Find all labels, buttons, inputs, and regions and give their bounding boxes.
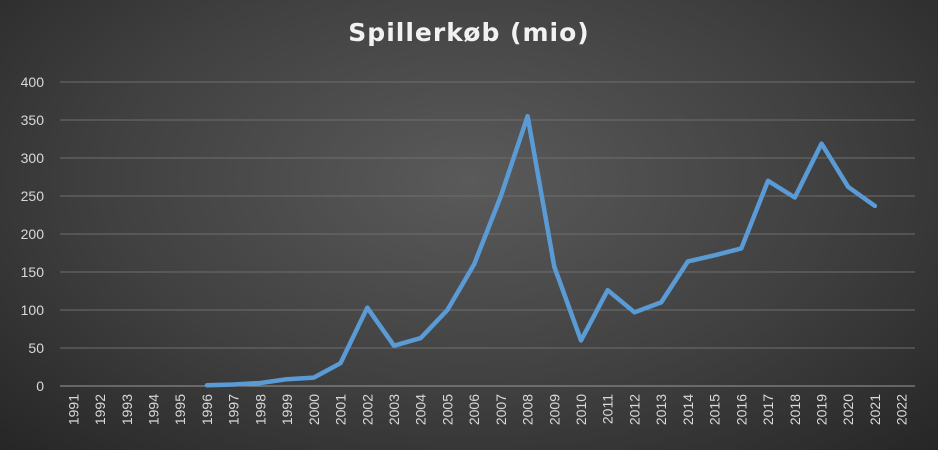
chart-title: Spillerkøb (mio) [348,18,590,47]
x-tick-label: 2008 [520,394,536,425]
x-tick-label: 1992 [92,394,108,425]
x-tick-label: 2015 [707,394,723,425]
x-tick-label: 2016 [733,394,749,425]
x-tick-label: 2011 [600,394,616,424]
x-tick-label: 1993 [119,394,135,425]
x-tick-label: 1996 [199,394,215,425]
x-tick-label: 2000 [306,394,322,425]
x-tick-label: 2004 [413,394,429,425]
series-group [204,113,878,388]
x-tick-label: 2012 [626,394,642,425]
y-tick-label: 100 [21,302,45,318]
y-tick-label: 200 [21,226,45,242]
x-tick-label: 1991 [65,394,81,425]
x-tick-label: 1999 [279,394,295,425]
x-tick-label: 1997 [226,394,242,425]
x-tick-label: 2020 [840,394,856,425]
x-tick-label: 2001 [333,394,349,425]
x-axis-tick-labels: 1991 1992 1993 1994 1995 1996 1997 1998 1999 2000… [65,394,909,425]
y-tick-label: 300 [21,150,45,166]
series-line [204,113,878,388]
x-tick-label: 1994 [146,394,162,425]
y-tick-label: 250 [21,188,45,204]
y-tick-label: 0 [36,378,44,394]
y-tick-label: 350 [21,112,45,128]
x-tick-label: 1995 [172,394,188,425]
y-tick-label: 150 [21,264,45,280]
x-tick-label: 2002 [359,394,375,425]
x-tick-label: 2003 [386,394,402,425]
x-tick-label: 2013 [653,394,669,425]
x-tick-label: 2014 [680,394,696,425]
x-tick-label: 2017 [760,394,776,425]
x-tick-label: 2022 [894,394,910,425]
x-tick-label: 2010 [573,394,589,425]
x-tick-label: 2021 [867,394,883,425]
x-tick-label: 2007 [493,394,509,425]
y-tick-label: 400 [21,74,45,90]
x-tick-label: 2005 [439,394,455,425]
gridlines [60,81,915,387]
x-tick-label: 2006 [466,394,482,425]
y-axis-tick-labels: 0 50 100 150 200 250 300 350 400 [21,74,45,394]
x-tick-label: 2009 [546,394,562,425]
x-tick-label: 2018 [787,394,803,425]
y-tick-label: 50 [28,340,44,356]
x-tick-label: 1998 [252,394,268,425]
x-tick-label: 2019 [813,394,829,425]
